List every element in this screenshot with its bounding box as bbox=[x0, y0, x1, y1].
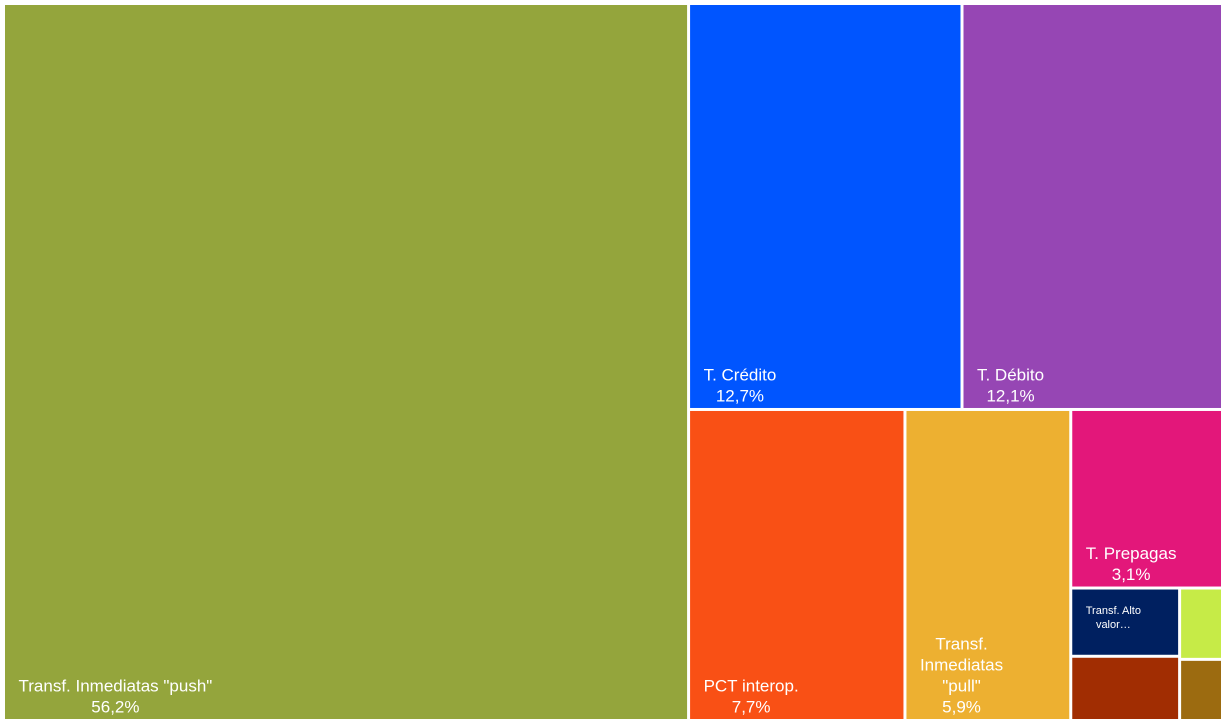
tile bbox=[906, 410, 1070, 719]
tile-label: T. Crédito bbox=[704, 365, 777, 384]
tile bbox=[1072, 589, 1179, 655]
tile bbox=[1072, 410, 1221, 587]
tile-label: Transf. Alto valor… bbox=[1086, 605, 1141, 631]
tile bbox=[5, 5, 688, 719]
tile-label: PCT interop. bbox=[704, 677, 799, 696]
tile bbox=[1181, 589, 1221, 658]
tile-value: 12,1% bbox=[986, 386, 1034, 405]
tile-value: 3,1% bbox=[1112, 565, 1151, 584]
tile bbox=[690, 5, 961, 408]
tile bbox=[963, 5, 1221, 408]
tile-label: T. Débito bbox=[977, 365, 1044, 384]
tile bbox=[1072, 657, 1179, 719]
tile-value: 56,2% bbox=[91, 698, 139, 717]
tile-label: T. Prepagas bbox=[1086, 544, 1177, 563]
tile bbox=[1181, 660, 1221, 719]
tile-label: Transf. Inmediatas "push" bbox=[19, 677, 213, 696]
tile-value: 12,7% bbox=[716, 386, 764, 405]
tile-value: 7,7% bbox=[732, 698, 771, 717]
tile-value: 5,9% bbox=[942, 698, 981, 717]
tile-label: Transf. Inmediatas "pull" bbox=[920, 635, 1003, 696]
tile bbox=[690, 410, 904, 719]
